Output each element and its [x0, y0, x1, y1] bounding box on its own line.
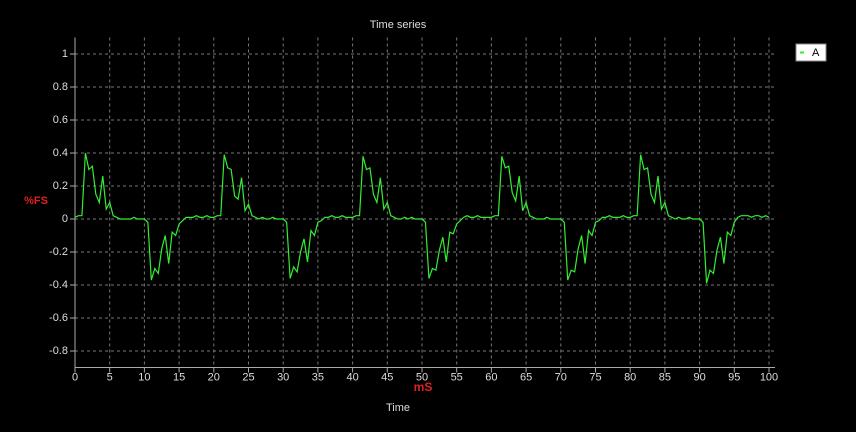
x-tick-label: 35 [312, 371, 324, 383]
x-tick-label: 65 [520, 371, 532, 383]
x-tick-label: 30 [277, 371, 289, 383]
y-tick-label: -0.8 [49, 345, 68, 357]
x-tick-label: 25 [242, 371, 254, 383]
x-tick-label: 60 [485, 371, 497, 383]
y-axis-label: %FS [24, 195, 48, 207]
y-tick-label: -0.2 [49, 246, 68, 258]
x-tick-label: 75 [589, 371, 601, 383]
x-tick-label: 95 [728, 371, 740, 383]
x-tick-label: 10 [138, 371, 150, 383]
y-tick-label: 0.2 [53, 180, 68, 192]
x-tick-label: 55 [451, 371, 463, 383]
x-tick-label: 0 [72, 371, 78, 383]
x-tick-label: 100 [760, 371, 778, 383]
x-axis-unit: mS [414, 380, 433, 394]
y-tick-label: 0.6 [53, 114, 68, 126]
x-tick-label: 85 [659, 371, 671, 383]
legend-box [795, 43, 827, 62]
x-axis-label: Time [386, 402, 410, 414]
x-tick-label: 20 [208, 371, 220, 383]
chart-title: Time series [370, 19, 427, 31]
x-tick-label: 40 [346, 371, 358, 383]
y-tick-label: 0 [62, 213, 68, 225]
x-tick-label: 80 [624, 371, 636, 383]
x-tick-label: 70 [555, 371, 567, 383]
y-tick-label: -0.4 [49, 279, 68, 291]
y-tick-label: 1 [62, 48, 68, 60]
x-tick-label: 90 [693, 371, 705, 383]
x-tick-label: 45 [381, 371, 393, 383]
legend-label: A [812, 47, 820, 59]
y-tick-label: -0.6 [49, 312, 68, 324]
x-tick-label: 50 [416, 371, 428, 383]
y-tick-label: 0.4 [53, 147, 68, 159]
series-line [74, 152, 770, 284]
y-tick-label: 0.8 [53, 81, 68, 93]
x-tick-label: 5 [107, 371, 113, 383]
x-tick-label: 15 [173, 371, 185, 383]
